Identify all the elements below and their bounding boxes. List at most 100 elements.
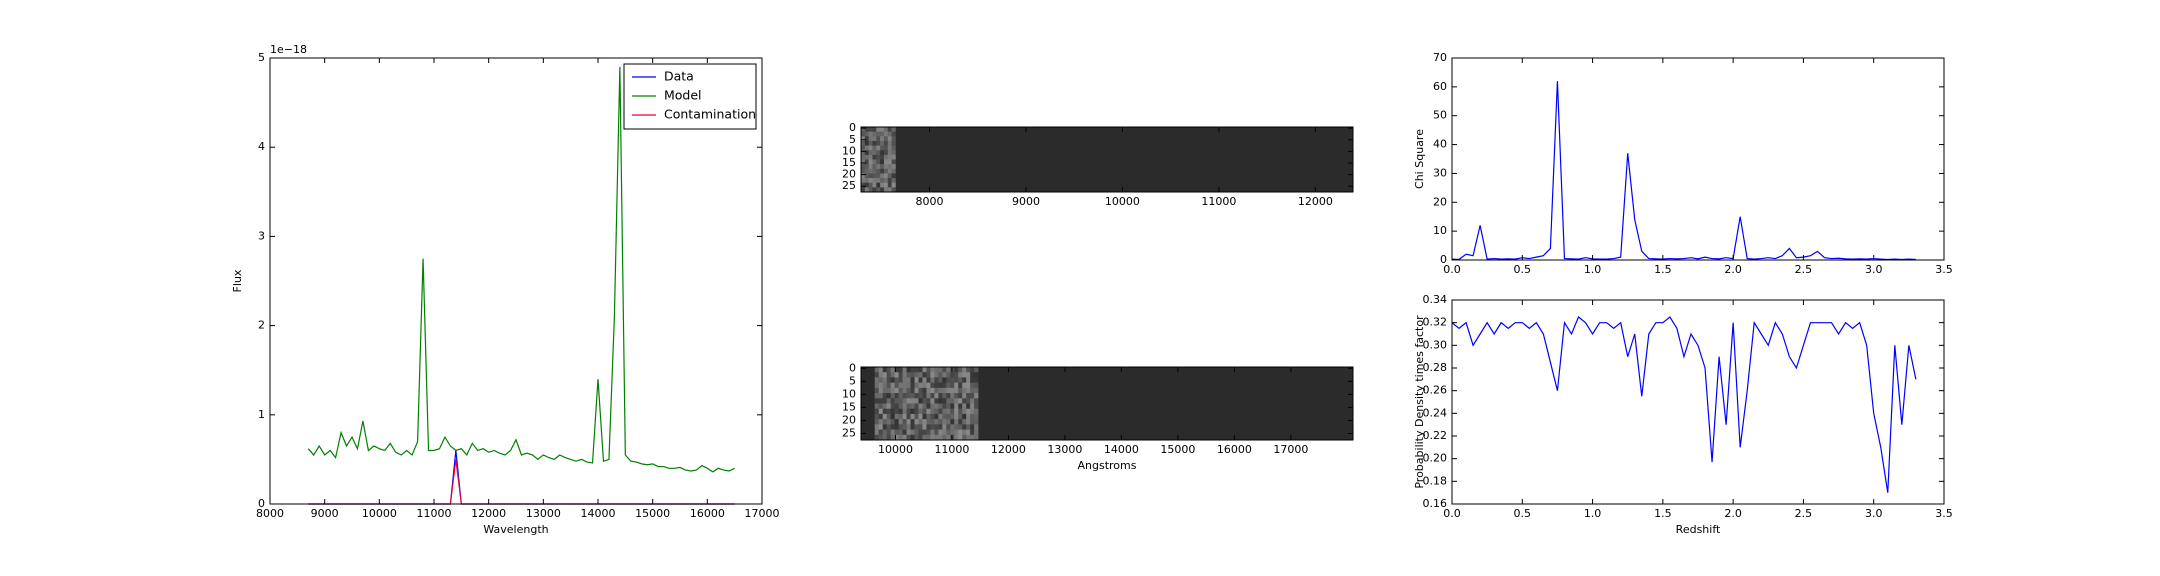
image-texture — [950, 408, 955, 415]
image-texture — [970, 398, 975, 404]
image-texture — [966, 398, 971, 404]
image-texture — [962, 372, 967, 378]
image-texture — [878, 367, 884, 373]
image-texture — [894, 413, 899, 420]
x-tick-label: 13000 — [1047, 443, 1082, 456]
x-tick-label: 10000 — [878, 443, 913, 456]
image-texture — [966, 429, 971, 436]
image-texture — [926, 413, 931, 420]
image-texture — [868, 145, 873, 151]
image-texture — [926, 429, 931, 436]
image-texture — [970, 434, 975, 441]
image-texture — [902, 408, 907, 415]
image-texture — [938, 382, 943, 389]
x-tick-label: 13000 — [526, 507, 561, 520]
image-texture — [946, 372, 951, 378]
image-texture — [934, 419, 939, 425]
x-tick-label: 12000 — [471, 507, 506, 520]
image-texture — [934, 429, 939, 436]
image-texture — [938, 387, 943, 394]
image-texture — [886, 387, 891, 394]
image-texture — [864, 140, 869, 146]
image-texture — [934, 413, 939, 420]
image-texture — [930, 434, 935, 441]
series-line — [308, 459, 735, 505]
image-texture — [891, 136, 896, 142]
image-texture — [942, 403, 947, 410]
image-texture — [874, 413, 880, 420]
image-texture — [894, 408, 899, 415]
image-texture — [946, 367, 951, 373]
y-tick-label: 2 — [258, 319, 265, 332]
image-texture — [910, 408, 915, 415]
image-texture — [880, 136, 885, 142]
image-texture — [946, 429, 951, 436]
image-texture — [876, 159, 881, 165]
image-texture — [962, 398, 967, 404]
image-texture — [930, 367, 935, 373]
image-texture — [880, 164, 885, 170]
image-texture — [974, 382, 979, 389]
image-texture — [930, 398, 935, 404]
image-texture — [954, 424, 959, 430]
image-texture — [958, 424, 963, 430]
image-texture — [966, 419, 971, 425]
y-tick-label: 20 — [842, 413, 856, 426]
image-texture — [910, 377, 915, 383]
image-texture — [910, 382, 915, 389]
image-texture — [974, 387, 979, 394]
image-texture — [962, 387, 967, 394]
image-texture — [930, 424, 935, 430]
image-texture — [918, 429, 923, 436]
image-texture — [914, 424, 919, 430]
image-texture — [890, 434, 895, 441]
image-texture — [902, 382, 907, 389]
image-texture — [962, 434, 967, 441]
image-texture — [880, 187, 885, 193]
image-texture — [950, 424, 955, 430]
image-texture — [891, 140, 896, 146]
image-texture — [938, 434, 943, 441]
image-texture — [974, 403, 979, 410]
image-texture — [946, 398, 951, 404]
image-texture — [930, 413, 935, 420]
image-texture — [966, 377, 971, 383]
x-tick-label: 2.5 — [1795, 263, 1813, 276]
image-texture — [974, 377, 979, 383]
image-texture — [906, 429, 911, 436]
image-texture — [946, 387, 951, 394]
image-texture — [883, 187, 889, 193]
image-texture — [882, 403, 888, 410]
image-texture — [890, 419, 895, 425]
x-axis-label: Wavelength — [483, 523, 548, 536]
image-texture — [894, 424, 899, 430]
image-texture — [946, 408, 951, 415]
image-texture — [886, 434, 891, 441]
image-texture — [958, 429, 963, 436]
image-texture — [864, 164, 869, 170]
image-texture — [876, 154, 881, 160]
image-texture — [942, 398, 947, 404]
image-texture — [886, 367, 891, 373]
image-texture — [970, 382, 975, 389]
image-texture — [906, 424, 911, 430]
image-texture — [891, 131, 896, 137]
image-texture — [926, 382, 931, 389]
image-texture — [876, 187, 881, 193]
image-texture — [906, 419, 911, 425]
image-texture — [861, 136, 866, 142]
image-texture — [882, 424, 888, 430]
image-texture — [876, 150, 881, 156]
x-tick-label: 3.5 — [1935, 507, 1953, 520]
image-texture — [942, 367, 947, 373]
image-texture — [874, 377, 880, 383]
image-texture — [922, 382, 927, 389]
y-tick-label: 30 — [1433, 166, 1447, 179]
image-texture — [887, 182, 892, 188]
image-texture — [891, 164, 896, 170]
image-texture — [864, 187, 869, 193]
image-texture — [883, 154, 889, 160]
image-texture — [946, 377, 951, 383]
image-texture — [914, 434, 919, 441]
x-tick-label: 1.5 — [1654, 507, 1672, 520]
